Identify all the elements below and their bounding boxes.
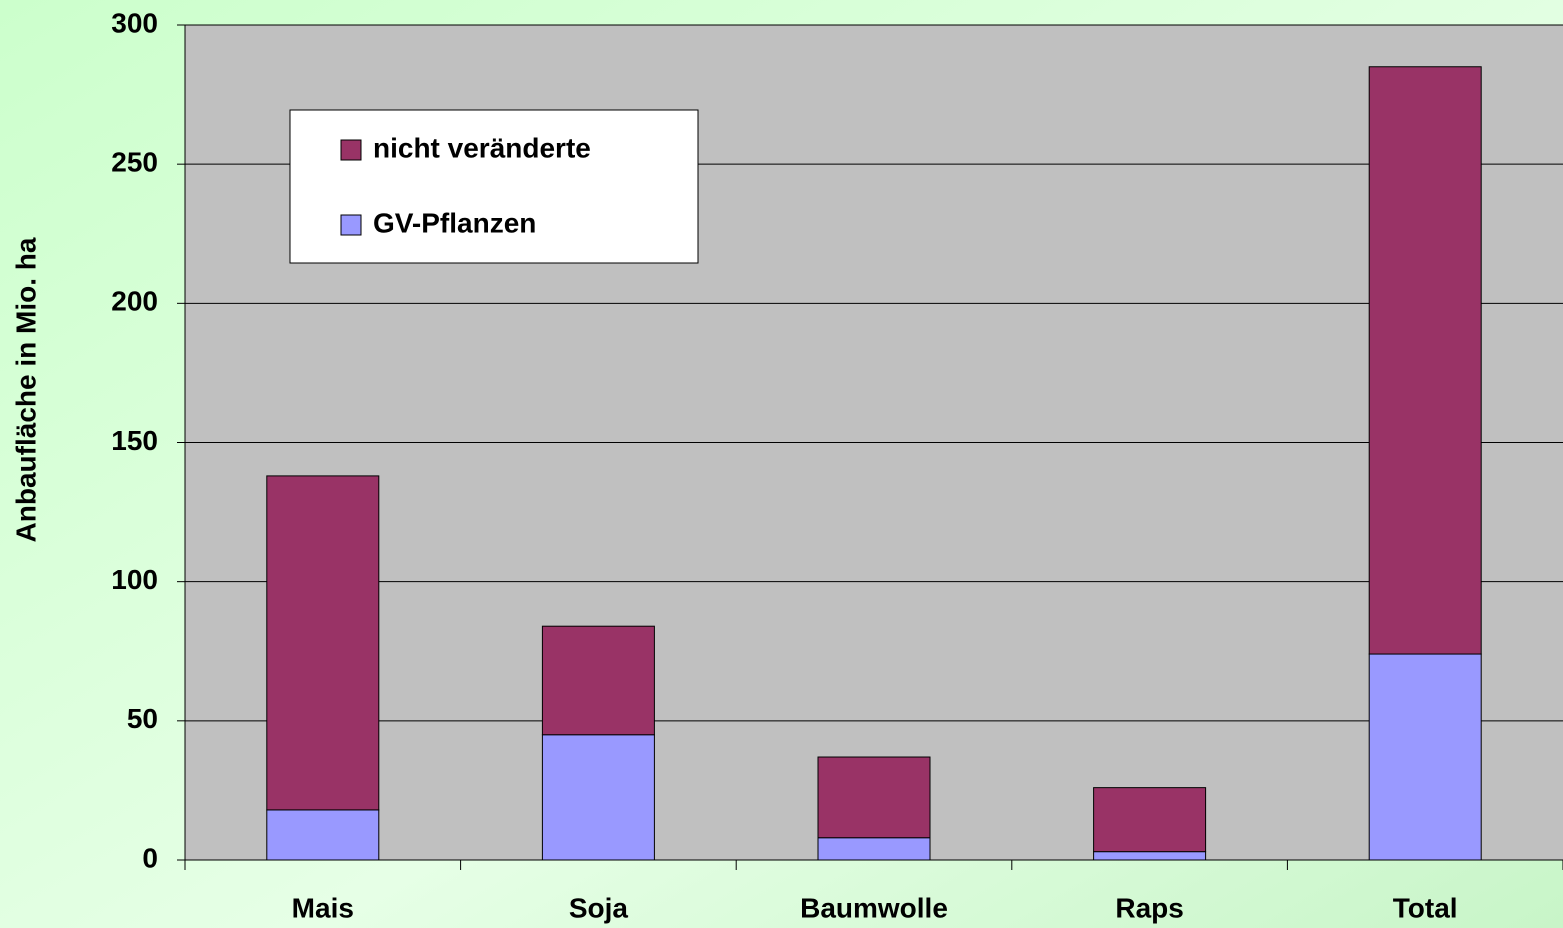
legend-label: GV-Pflanzen <box>373 207 536 238</box>
y-tick-label: 250 <box>111 147 158 178</box>
y-tick-label: 100 <box>111 564 158 595</box>
y-tick-label: 150 <box>111 425 158 456</box>
legend-swatch <box>340 214 362 236</box>
bar-segment <box>1368 653 1482 861</box>
x-tick-label: Mais <box>292 892 354 923</box>
bar-segment <box>541 625 655 736</box>
legend-label: nicht veränderte <box>373 132 591 163</box>
bar-segment <box>1368 66 1482 655</box>
y-tick-label: 0 <box>142 842 158 873</box>
bar-segment <box>266 809 380 861</box>
bar-segment <box>541 734 655 861</box>
y-axis-label: Anbaufläche in Mio. ha <box>10 237 41 542</box>
bar-segment <box>817 837 931 861</box>
y-tick-label: 200 <box>111 286 158 317</box>
bar-segment <box>1093 851 1207 861</box>
x-tick-label: Raps <box>1115 892 1183 923</box>
bar-segment <box>266 475 380 811</box>
bar-segment <box>817 756 931 839</box>
legend <box>289 109 699 264</box>
y-tick-label: 300 <box>111 7 158 38</box>
y-tick-label: 50 <box>127 703 158 734</box>
x-tick-label: Baumwolle <box>800 892 948 923</box>
x-tick-label: Soja <box>569 892 629 923</box>
x-tick-label: Total <box>1393 892 1458 923</box>
legend-swatch <box>340 139 362 161</box>
bar-segment <box>1093 787 1207 853</box>
